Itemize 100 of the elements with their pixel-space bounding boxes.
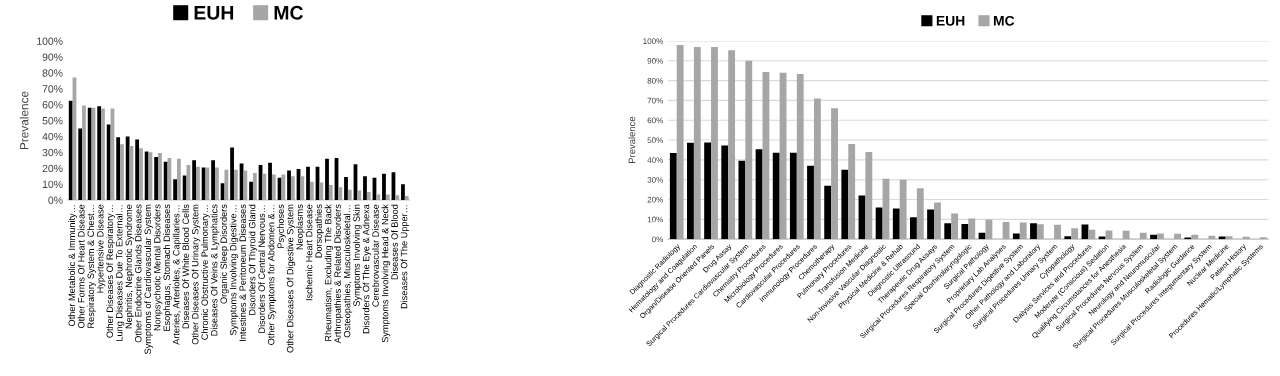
bar <box>116 137 121 201</box>
bar <box>214 167 219 201</box>
bar <box>211 160 215 201</box>
bar <box>669 152 677 240</box>
x-tick-label: Other Forms Of Heart Disease <box>77 204 85 329</box>
x-tick-label: Ischemic Heart Disease <box>305 204 313 301</box>
bar <box>271 174 276 201</box>
bar <box>892 208 900 240</box>
bar <box>951 213 959 240</box>
bar <box>262 173 267 201</box>
x-tick-label: Other Endocrine Glands Diseases <box>134 204 142 343</box>
bar <box>1030 223 1037 240</box>
bar <box>865 151 873 240</box>
bar <box>875 207 883 240</box>
y-tick-label: 70% <box>647 97 664 104</box>
bar <box>916 188 924 240</box>
y-tick-label: 0% <box>651 236 664 243</box>
bar <box>1150 234 1157 240</box>
bar <box>357 190 362 201</box>
x-tick-label: Diseases Of The Upper… <box>400 205 410 309</box>
bar <box>1139 232 1147 240</box>
x-tick-label: Disorders Of Central Nervous… <box>258 205 265 333</box>
bar <box>927 209 935 240</box>
bar <box>106 124 111 201</box>
bar <box>1156 233 1164 240</box>
bar <box>404 196 409 201</box>
bar <box>1071 228 1079 240</box>
x-tick-label: Arthropathies & Related Disorders <box>334 204 343 344</box>
bar <box>325 158 329 201</box>
bar <box>196 166 200 201</box>
bar <box>382 173 386 201</box>
bar <box>347 189 352 201</box>
x-tick-label: Diseases Of Veins & Lymphatics <box>210 204 220 336</box>
legend-label: EUH <box>194 6 234 20</box>
bar <box>1054 224 1061 240</box>
x-tick-label: Respiratory System & Chest… <box>87 205 96 328</box>
bar <box>1064 236 1072 240</box>
bar <box>338 187 343 201</box>
x-tick-label: Diseases Of White Blood Cells <box>182 204 189 329</box>
x-tick-label: Cerebrovascular Disease <box>372 204 379 307</box>
x-tick-label: Organic Sleep Disorders <box>220 204 229 304</box>
bar <box>1191 234 1199 240</box>
bar <box>899 179 907 240</box>
bar <box>789 152 797 240</box>
bar <box>813 98 821 240</box>
bar <box>205 167 210 201</box>
bar <box>120 144 124 201</box>
bar <box>910 217 917 240</box>
x-tick-label: Neoplasms <box>296 204 305 250</box>
bar <box>1225 236 1233 240</box>
y-tick-label: 100% <box>643 38 664 44</box>
x-tick-label: Osteopathies, Musculoskeletal… <box>343 205 353 338</box>
bar <box>319 182 324 201</box>
x-tick-label: Chronic Obstructive Pulmonary… <box>201 205 210 340</box>
bar <box>366 192 371 201</box>
bar <box>158 153 162 201</box>
y-tick-label: 60% <box>42 101 63 109</box>
bar <box>395 195 400 201</box>
y-tick-label: 90% <box>42 53 63 61</box>
bar <box>125 136 130 201</box>
x-tick-label: Hypertensive Disease <box>96 204 106 293</box>
bar <box>676 44 684 240</box>
y-tick-label: 90% <box>647 58 664 64</box>
bar <box>721 145 729 240</box>
bar <box>252 172 257 201</box>
bar <box>82 105 86 201</box>
bar <box>300 176 305 201</box>
y-tick-label: 20% <box>647 196 664 203</box>
bar <box>328 184 333 201</box>
bar <box>745 60 753 240</box>
y-tick-label: 0% <box>48 196 63 204</box>
bar <box>807 165 814 240</box>
x-tick-label: Disorders Of The Eye & Adnexa <box>362 204 372 334</box>
legend-label: EUH <box>936 16 965 26</box>
x-tick-label: Esophagus, Stomach Diseases <box>163 204 172 331</box>
y-tick-label: 30% <box>42 148 63 157</box>
bar <box>985 219 993 240</box>
legend-label: MC <box>993 15 1015 26</box>
x-tick-label: Intestines & Peritoneum Diseases <box>239 204 246 341</box>
x-tick-label: Nephritis, Nephrotic Syndrome <box>125 204 134 329</box>
x-tick-label: Other Diseases Of Respiratory… <box>106 205 115 338</box>
bar <box>1208 235 1216 240</box>
bar <box>192 160 196 201</box>
bar <box>243 170 248 201</box>
bar <box>224 169 229 201</box>
bar <box>230 147 234 201</box>
bar <box>772 152 780 240</box>
bar <box>154 157 159 201</box>
bar <box>144 151 149 201</box>
bar <box>848 144 856 240</box>
bar <box>68 100 73 201</box>
y-tick-label: 40% <box>647 157 664 163</box>
x-tick-label: Other Symptoms for Abdomen &… <box>267 205 277 345</box>
bar <box>693 46 701 240</box>
bar <box>796 73 804 240</box>
bar <box>401 184 405 201</box>
bar <box>831 108 838 240</box>
y-tick-label: 40% <box>42 132 63 141</box>
y-tick-label: 80% <box>647 77 664 84</box>
y-tick-label: 100% <box>37 37 63 45</box>
